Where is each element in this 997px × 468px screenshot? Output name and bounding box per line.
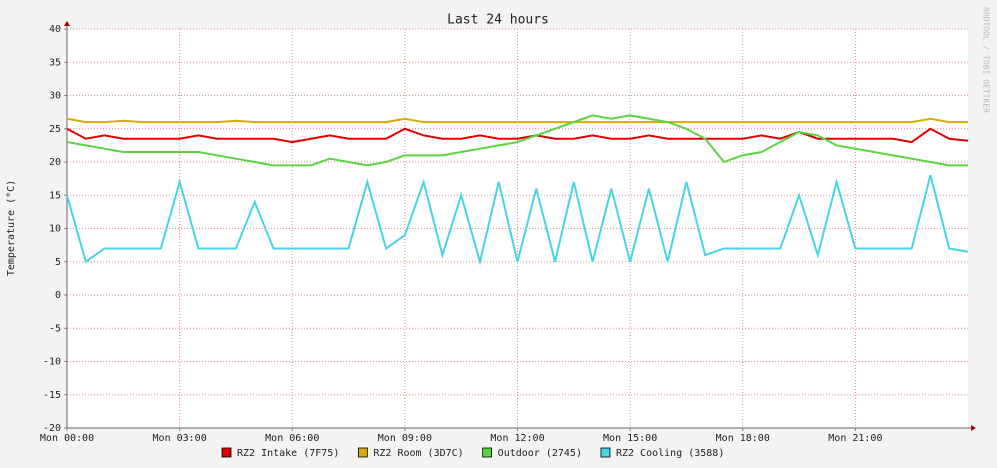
series-line: [66, 175, 969, 266]
y-tick-label: 25: [49, 124, 61, 135]
y-tick-label: 10: [49, 224, 61, 235]
legend-label: RZ2 Room (3D7C): [373, 448, 463, 459]
y-tick-label: 5: [55, 257, 61, 268]
x-tick-label: Mon 21:00: [828, 433, 882, 444]
y-tick-label: -15: [43, 390, 61, 401]
watermark: RRDTOOL / TOBI OETIKER: [982, 7, 991, 113]
y-arrow: [64, 21, 70, 26]
x-tick-label: Mon 15:00: [603, 433, 657, 444]
x-tick-label: Mon 12:00: [490, 433, 544, 444]
y-tick-label: 15: [49, 190, 61, 201]
series-line: [66, 127, 969, 144]
chart-title: Last 24 hours: [447, 13, 549, 28]
y-axis-label: Temperature (°C): [6, 180, 17, 276]
legend-swatch: [482, 447, 493, 458]
x-tick-label: Mon 03:00: [153, 433, 207, 444]
legend-swatch: [357, 447, 368, 458]
series-line: [66, 117, 968, 124]
legend-label: RZ2 Intake (7F75): [237, 448, 339, 459]
y-tick-label: 35: [49, 57, 61, 68]
series-line: [66, 114, 968, 167]
y-tick-label: -5: [49, 323, 61, 334]
x-arrow: [971, 425, 976, 431]
y-tick-label: 40: [49, 24, 61, 35]
legend-label: RZ2 Cooling (3588): [616, 448, 724, 459]
y-tick-label: 20: [49, 157, 61, 168]
y-tick-label: -20: [43, 423, 61, 434]
x-tick-label: Mon 18:00: [716, 433, 770, 444]
legend-swatch: [600, 447, 611, 458]
y-tick-label: 0: [55, 290, 61, 301]
y-tick-label: -10: [43, 357, 61, 368]
x-tick-label: Mon 09:00: [378, 433, 432, 444]
x-tick-label: Mon 06:00: [265, 433, 319, 444]
legend-swatch: [221, 447, 232, 458]
legend-label: Outdoor (2745): [498, 448, 582, 459]
x-tick-label: Mon 00:00: [40, 433, 94, 444]
y-tick-label: 30: [49, 91, 61, 102]
